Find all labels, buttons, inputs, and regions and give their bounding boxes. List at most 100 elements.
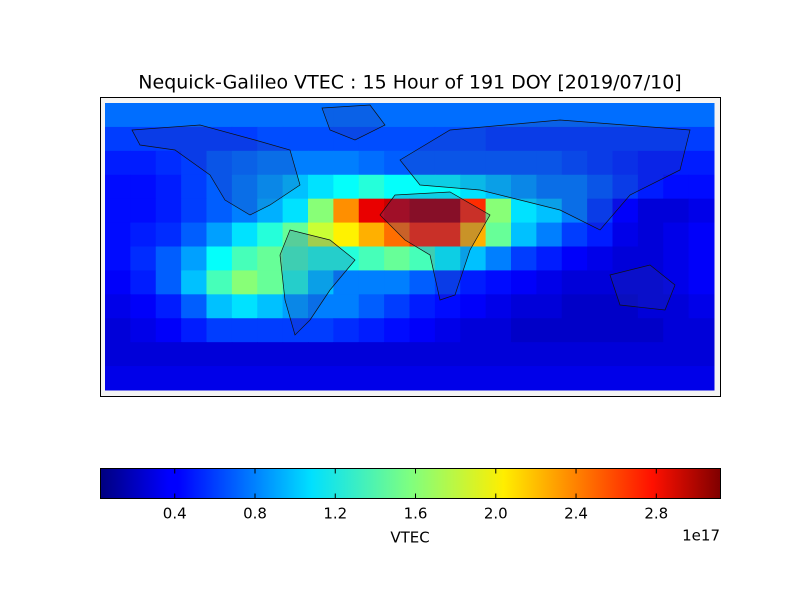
heatmap-cell: [536, 150, 563, 176]
heatmap-cell: [282, 246, 309, 271]
heatmap-cell: [688, 294, 715, 319]
heatmap-cell: [561, 366, 588, 391]
heatmap-cell: [612, 103, 639, 128]
heatmap-cell: [333, 126, 360, 152]
colorbar-tick-label: 0.8: [243, 505, 267, 523]
heatmap-cell: [460, 366, 487, 391]
heatmap-cell: [231, 222, 258, 247]
heatmap-cell: [434, 103, 461, 128]
heatmap-cell: [536, 222, 563, 247]
heatmap-cell: [206, 198, 233, 224]
heatmap-cell: [257, 366, 284, 391]
heatmap-cell: [384, 246, 410, 271]
heatmap-cell: [637, 342, 664, 367]
heatmap-cell: [333, 174, 360, 200]
heatmap-cell: [358, 198, 385, 224]
heatmap-cell: [688, 103, 715, 128]
heatmap-cell: [561, 222, 588, 247]
chart-title: Nequick-Galileo VTEC : 15 Hour of 191 DO…: [138, 72, 681, 94]
heatmap-cell: [536, 126, 563, 152]
heatmap-cell: [231, 318, 258, 343]
heatmap-cell: [485, 318, 512, 343]
heatmap-cell: [688, 222, 715, 247]
colorbar-tick-label: 2.0: [484, 505, 508, 523]
heatmap-cell: [155, 126, 182, 152]
heatmap-cell: [105, 318, 131, 343]
heatmap-cell: [231, 294, 258, 319]
heatmap-cell: [130, 270, 157, 295]
heatmap-cell: [384, 222, 410, 247]
heatmap-cell: [511, 126, 537, 152]
heatmap-cell: [155, 150, 182, 176]
heatmap-cell: [105, 198, 131, 224]
heatmap-cell: [485, 246, 512, 271]
heatmap-cell: [663, 366, 690, 391]
heatmap-cell: [257, 198, 284, 224]
heatmap-cell: [130, 222, 157, 247]
heatmap-cell: [333, 198, 360, 224]
heatmap-cell: [485, 222, 512, 247]
heatmap-cell: [206, 222, 233, 247]
heatmap-cell: [384, 126, 410, 152]
heatmap-cell: [257, 294, 284, 319]
heatmap-cell: [688, 198, 715, 224]
heatmap-cell: [587, 198, 613, 224]
heatmap-cell: [587, 366, 613, 391]
heatmap-cell: [282, 126, 309, 152]
heatmap-cell: [231, 150, 258, 176]
heatmap-cell: [511, 174, 537, 200]
heatmap-cell: [130, 366, 157, 391]
heatmap-cell: [333, 222, 360, 247]
heatmap-cell: [561, 103, 588, 128]
heatmap-cell: [663, 246, 690, 271]
heatmap-cell: [434, 294, 461, 319]
australia: [609, 264, 676, 311]
heatmap-cell: [637, 174, 664, 200]
heatmap-cell: [181, 222, 207, 247]
heatmap-cell: [511, 342, 537, 367]
heatmap-cell: [282, 366, 309, 391]
heatmap-cell: [308, 198, 334, 224]
eurasia: [399, 119, 691, 231]
heatmap-cell: [663, 318, 690, 343]
heatmap-cell: [282, 318, 309, 343]
heatmap-cell: [663, 294, 690, 319]
heatmap-cell: [434, 342, 461, 367]
heatmap-cell: [460, 126, 487, 152]
heatmap-cell: [333, 366, 360, 391]
heatmap-cell: [612, 366, 639, 391]
heatmap-cell: [536, 318, 563, 343]
heatmap-cell: [105, 126, 131, 152]
heatmap-cell: [282, 150, 309, 176]
heatmap-cell: [181, 246, 207, 271]
heatmap-cell: [688, 318, 715, 343]
heatmap-cell: [511, 246, 537, 271]
coastlines: [131, 104, 691, 336]
heatmap-cell: [485, 366, 512, 391]
heatmap-cell: [308, 294, 334, 319]
heatmap-cell: [511, 366, 537, 391]
heatmap-cell: [460, 198, 487, 224]
heatmap-cell: [612, 222, 639, 247]
heatmap-cell: [561, 126, 588, 152]
heatmap-cell: [282, 270, 309, 295]
heatmap-cell: [587, 246, 613, 271]
heatmap-cell: [282, 342, 309, 367]
heatmap-cell: [206, 366, 233, 391]
heatmap-cell: [206, 126, 233, 152]
heatmap-cell: [688, 366, 715, 391]
heatmap-cell: [384, 198, 410, 224]
heatmap-cell: [511, 318, 537, 343]
heatmap-cell: [384, 103, 410, 128]
heatmap-cell: [612, 126, 639, 152]
heatmap-cell: [612, 246, 639, 271]
heatmap-cell: [409, 150, 436, 176]
heatmap-cell: [155, 222, 182, 247]
heatmap-cell: [587, 222, 613, 247]
heatmap-cell: [130, 246, 157, 271]
heatmap-cell: [181, 318, 207, 343]
heatmap-cell: [181, 103, 207, 128]
heatmap-cell: [485, 126, 512, 152]
heatmap-cell: [663, 150, 690, 176]
heatmap-cell: [105, 103, 131, 128]
